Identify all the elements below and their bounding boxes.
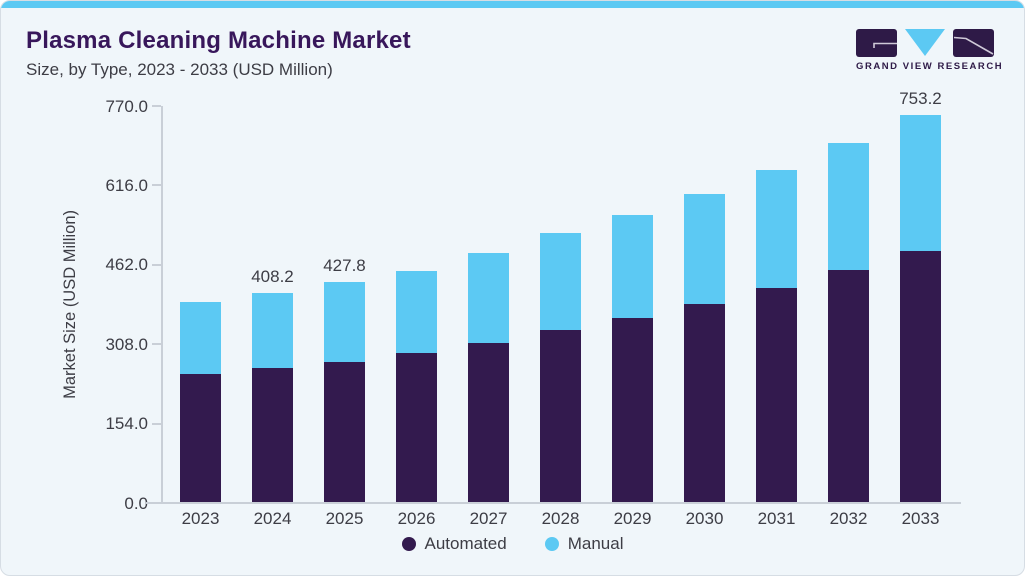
bar-segment-manual (180, 301, 221, 375)
gvr-logo-v-icon (905, 29, 945, 56)
bar-segment-automated (828, 270, 869, 503)
bar-segment-manual (900, 114, 941, 252)
y-axis-title-wrap: Market Size (USD Million) (59, 106, 81, 503)
y-tick (152, 184, 161, 187)
chart-header: Plasma Cleaning Machine Market Size, by … (26, 27, 411, 80)
bar-segment-manual (828, 143, 869, 271)
y-tick-label: 154.0 (105, 414, 148, 434)
y-tick (152, 263, 161, 266)
x-tick-label: 2030 (685, 509, 724, 528)
bar-segment-automated (180, 374, 221, 503)
x-tick-label: 2023 (181, 509, 220, 528)
gvr-logo-mark (856, 29, 994, 57)
x-axis-line (146, 502, 961, 504)
bar-segment-manual (252, 292, 293, 368)
bar-segment-manual (612, 215, 653, 318)
legend-dot-icon (401, 537, 416, 551)
gvr-logo: GRAND VIEW RESEARCH (856, 29, 1004, 72)
bar-segment-automated (684, 304, 725, 503)
y-axis-title: Market Size (USD Million) (60, 210, 79, 399)
card-top-accent (1, 1, 1024, 8)
gvr-logo-g-icon (856, 29, 897, 57)
y-tick-label: 616.0 (105, 175, 148, 195)
x-tick-label: 2032 (829, 509, 868, 528)
plot-area: 0.0 154.0 308.0 462.0 616.0 770.0 2023 408.2 202… (105, 90, 960, 527)
bar-total-label: 408.2 (251, 266, 294, 286)
legend-item-manual: Manual (544, 534, 624, 554)
y-tick-label: 0.0 (124, 493, 148, 513)
legend-label: Manual (567, 534, 624, 553)
bar-total-label: 753.2 (899, 88, 942, 108)
bar-segment-automated (252, 367, 293, 503)
page-subtitle: Size, by Type, 2023 - 2033 (USD Million) (26, 60, 333, 79)
legend-item-automated: Automated (401, 534, 507, 554)
page-title: Plasma Cleaning Machine Market (26, 27, 411, 54)
legend-dot-icon (544, 537, 559, 551)
bar-segment-automated (324, 361, 365, 503)
x-tick-label: 2029 (613, 509, 652, 528)
y-tick-label: 308.0 (105, 334, 148, 354)
bar-segment-manual (324, 282, 365, 362)
bar-segment-automated (396, 352, 437, 503)
bar-segment-automated (612, 317, 653, 503)
bar-segment-manual (684, 193, 725, 305)
x-tick-label: 2024 (253, 509, 292, 528)
bar-segment-manual (540, 233, 581, 330)
gvr-logo-r-icon (953, 29, 994, 57)
bar-segment-automated (468, 342, 509, 503)
bar-segment-manual (396, 271, 437, 353)
legend: Automated Manual (1, 534, 1024, 554)
x-tick-label: 2027 (469, 509, 508, 528)
x-tick-label: 2028 (541, 509, 580, 528)
bar-segment-manual (468, 252, 509, 343)
x-tick-label: 2025 (325, 509, 364, 528)
bar-total-label: 427.8 (323, 256, 366, 276)
bar-segment-automated (756, 288, 797, 503)
legend-label: Automated (424, 534, 507, 553)
x-tick-label: 2026 (397, 509, 436, 528)
y-tick-label: 462.0 (105, 255, 148, 275)
y-axis-line (161, 106, 163, 503)
bar-segment-manual (756, 170, 797, 289)
y-tick (152, 343, 161, 346)
bar-segment-automated (900, 251, 941, 503)
x-tick-label: 2031 (757, 509, 796, 528)
x-tick-label: 2033 (901, 509, 940, 528)
y-tick (152, 422, 161, 425)
bar-segment-automated (540, 329, 581, 503)
y-tick-label: 770.0 (105, 96, 148, 116)
gvr-logo-text: GRAND VIEW RESEARCH (856, 61, 1004, 72)
y-tick (152, 105, 161, 107)
